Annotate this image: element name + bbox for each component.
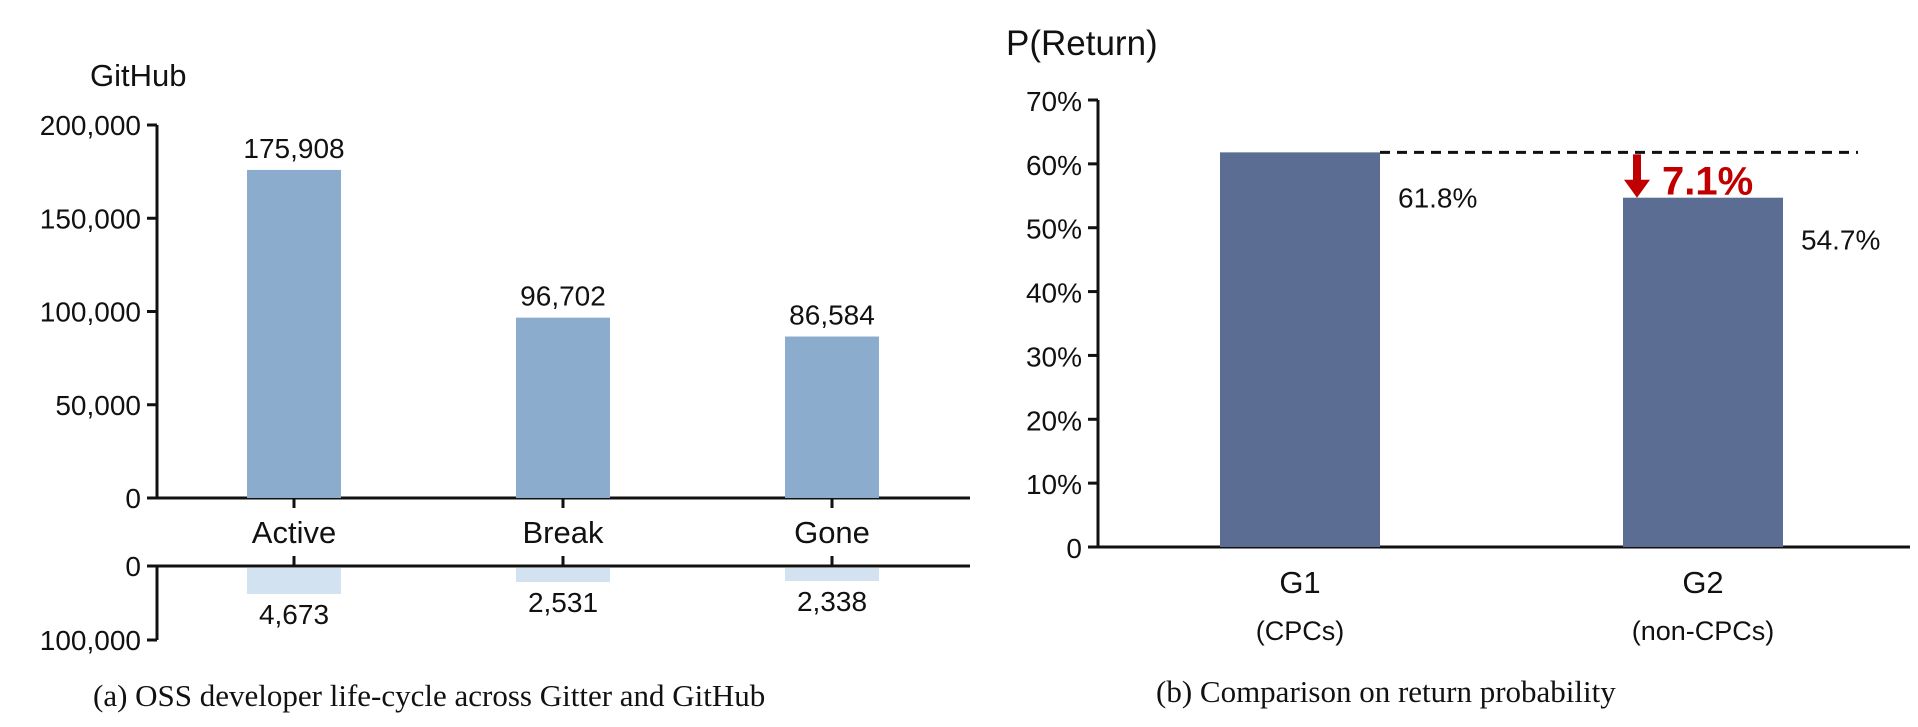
chart-b-category-label: G1	[1279, 565, 1320, 600]
chart-a-lower-value-label: 4,673	[259, 599, 329, 630]
chart-b-ytick-label: 0	[1066, 533, 1082, 564]
chart-b-ytick-label: 50%	[1026, 214, 1082, 245]
chart-a-value-label: 96,702	[520, 281, 606, 312]
chart-a-ylabel: GitHub	[90, 58, 186, 93]
chart-b-arrow-shaft	[1633, 154, 1641, 182]
chart-a-caption: (a) OSS developer life-cycle across Gitt…	[93, 678, 765, 713]
chart-b-annotation-label: 7.1%	[1662, 160, 1753, 204]
chart-a-ytick-label: 200,000	[40, 110, 141, 141]
chart-b-value-label: 54.7%	[1801, 225, 1880, 256]
chart-b-ytick-label: 60%	[1026, 150, 1082, 181]
chart-a-ytick-label: 0	[125, 483, 141, 514]
chart-a-category-label: Break	[523, 515, 604, 550]
chart-a-lower-bar	[516, 568, 610, 583]
chart-b-ytick-label: 70%	[1026, 86, 1082, 117]
chart-a-ytick-label: 100,000	[40, 297, 141, 328]
chart-b-ytick-label: 10%	[1026, 469, 1082, 500]
chart-b-ytick-label: 40%	[1026, 278, 1082, 309]
chart-b-bar	[1220, 152, 1380, 547]
chart-a-lower-value-label: 2,531	[528, 587, 598, 618]
chart-a-lower-bar	[247, 568, 341, 594]
chart-b-ytick-label: 20%	[1026, 405, 1082, 436]
chart-b-caption: (b) Comparison on return probability	[1156, 674, 1616, 709]
chart-a-value-label: 86,584	[789, 300, 875, 331]
chart-b-ytick-label: 30%	[1026, 341, 1082, 372]
chart-b-category-sublabel: (non-CPCs)	[1632, 616, 1775, 646]
chart-a-bar	[516, 317, 610, 498]
chart-a-value-label: 175,908	[243, 133, 344, 164]
chart-b-ylabel: P(Return)	[1006, 24, 1158, 63]
chart-a-lower-value-label: 2,338	[797, 586, 867, 617]
chart-b-category-label: G2	[1682, 565, 1723, 600]
chart-a-upper-panel: 0 50,000 100,000 150,000 200,000 175,908 Activ…	[40, 110, 970, 550]
chart-a-ytick-label: 150,000	[40, 203, 141, 234]
chart-a-bar	[247, 169, 341, 498]
chart-a-lower-ytick-label: 100,000	[40, 625, 141, 656]
chart-b-arrow-head	[1624, 179, 1650, 198]
chart-a-lower-panel: 0 100,000 4,673 2,531 2,338	[40, 551, 970, 656]
chart-a-lower-bar	[785, 568, 879, 581]
chart-a: GitHub 0 50,000 100,000 150,000 200,000 175,9…	[40, 58, 970, 713]
chart-b: P(Return) 0 10% 20% 30% 40% 50% 60% 70% 61.8% G1 (…	[1006, 24, 1910, 709]
chart-a-bar	[785, 336, 879, 498]
chart-b-bar	[1623, 197, 1783, 548]
chart-b-category-sublabel: (CPCs)	[1256, 616, 1345, 646]
chart-a-ytick-label: 50,000	[55, 390, 141, 421]
chart-b-value-label: 61.8%	[1398, 182, 1477, 213]
chart-a-category-label: Gone	[794, 515, 870, 550]
chart-b-plot: 0 10% 20% 30% 40% 50% 60% 70% 61.8% G1 (CPCs) 54.7%…	[1026, 86, 1910, 646]
chart-a-category-label: Active	[252, 515, 336, 550]
chart-a-lower-ytick-label: 0	[125, 551, 141, 582]
